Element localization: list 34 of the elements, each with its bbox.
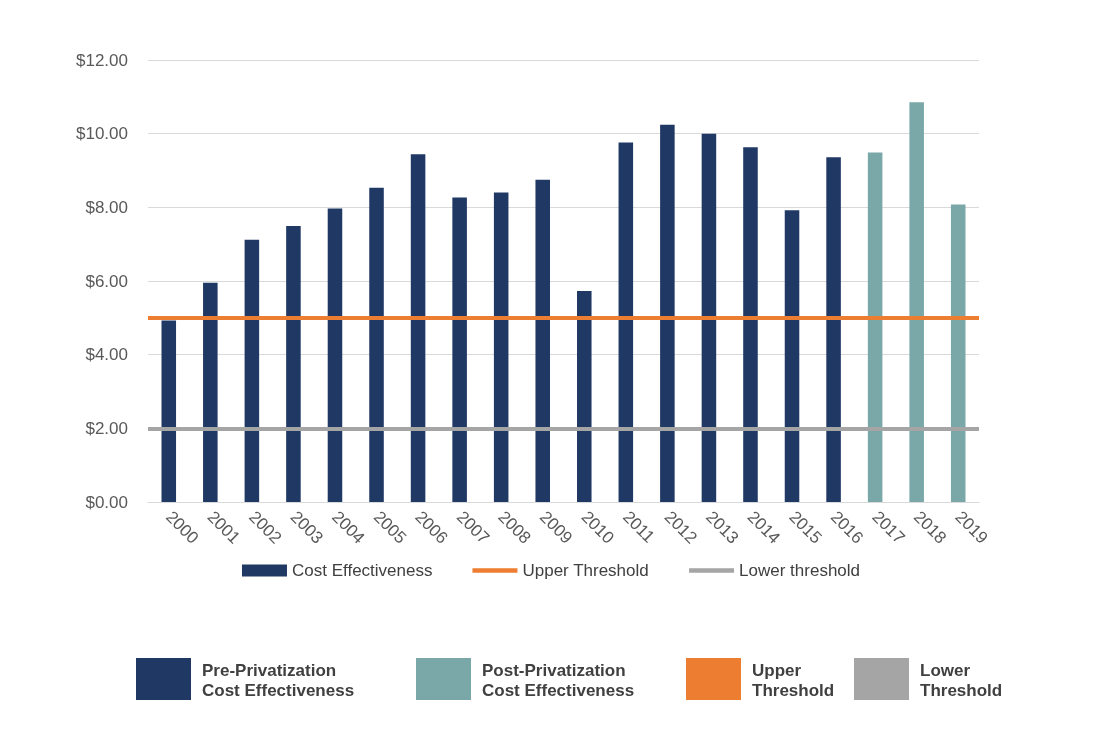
bar [244, 239, 260, 502]
y-tick-label: $6.00 [85, 271, 128, 291]
bar [701, 133, 717, 502]
bar [535, 179, 550, 502]
text: Upper Threshold [752, 660, 835, 700]
legend-label: Cost Effectiveness [291, 561, 433, 580]
bar [369, 187, 384, 502]
bar [784, 210, 800, 502]
text: Post-Privatization Cost Effectiveness [482, 660, 635, 700]
y-tick-label: $8.00 [85, 197, 128, 217]
legend-label: Upper Threshold [522, 561, 649, 580]
text: Lower Threshold [920, 660, 1003, 700]
bar [161, 320, 177, 502]
bar [452, 197, 467, 502]
legend-label: Lower threshold [739, 561, 861, 580]
bar [867, 152, 883, 502]
y-tick-label: $2.00 [85, 418, 128, 438]
bar [660, 124, 675, 502]
y-tick-label: $0.00 [85, 492, 128, 512]
bar [950, 204, 966, 502]
bar [410, 154, 426, 502]
text: Pre-Privatization Cost Effectiveness [202, 660, 355, 700]
y-tick-label: $4.00 [85, 345, 128, 365]
bar [743, 147, 758, 502]
bar [203, 282, 218, 502]
y-tick-label: $10.00 [76, 124, 128, 144]
bar [909, 102, 924, 502]
y-tick-label: $12.00 [76, 50, 128, 70]
bar [826, 157, 841, 502]
bar [577, 290, 592, 502]
bar [493, 192, 509, 502]
bar [618, 142, 634, 502]
bar [327, 208, 343, 502]
bar [286, 226, 301, 502]
